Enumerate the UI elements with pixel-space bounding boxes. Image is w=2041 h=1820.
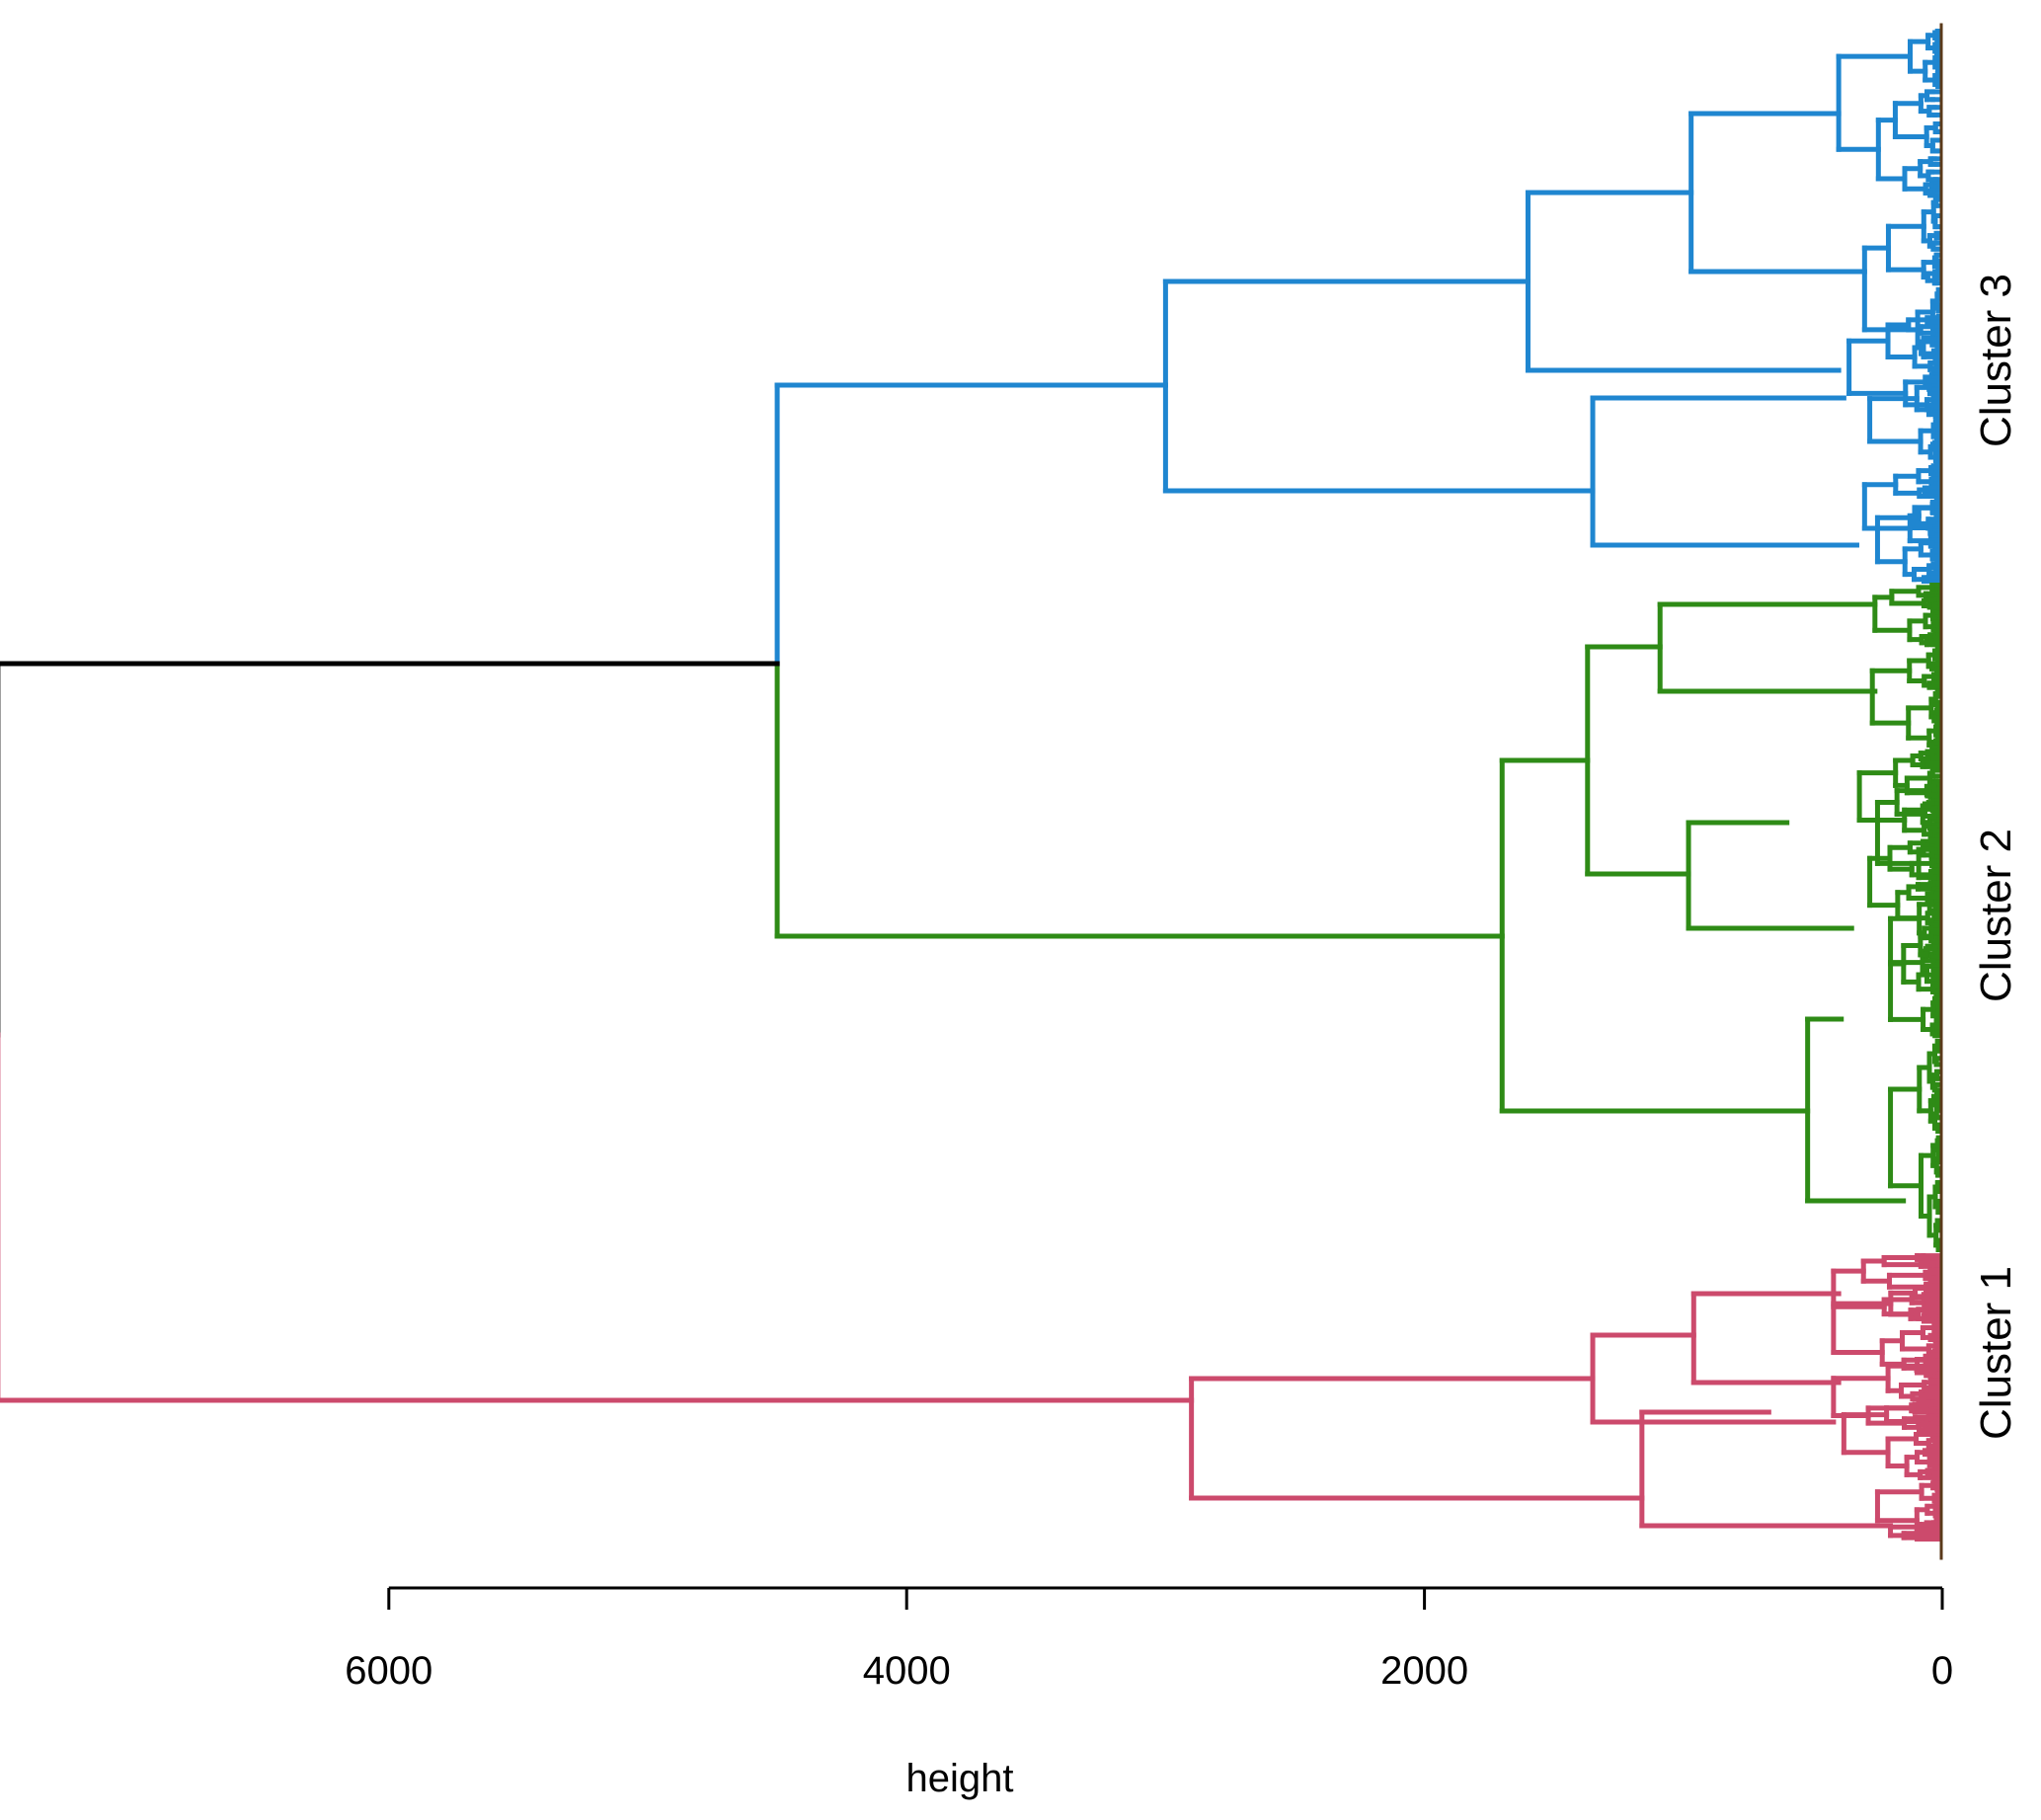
dendrogram-tree bbox=[0, 23, 1943, 1560]
cluster-label-2: Cluster 2 bbox=[1972, 829, 2020, 1002]
x-tick-label-2000: 2000 bbox=[1380, 1649, 1468, 1693]
cluster-label-1: Cluster 1 bbox=[1972, 1266, 2020, 1440]
cluster-labels: Cluster 3 Cluster 2 Cluster 1 bbox=[1972, 274, 2020, 1440]
x-axis-title: height bbox=[906, 1757, 1014, 1800]
x-axis: 6000 4000 2000 0 bbox=[345, 1586, 1953, 1693]
x-tick-label-6000: 6000 bbox=[345, 1649, 432, 1693]
cluster-label-3: Cluster 3 bbox=[1972, 274, 2020, 447]
x-tick-label-0: 0 bbox=[1931, 1649, 1953, 1693]
x-tick-label-4000: 4000 bbox=[863, 1649, 951, 1693]
